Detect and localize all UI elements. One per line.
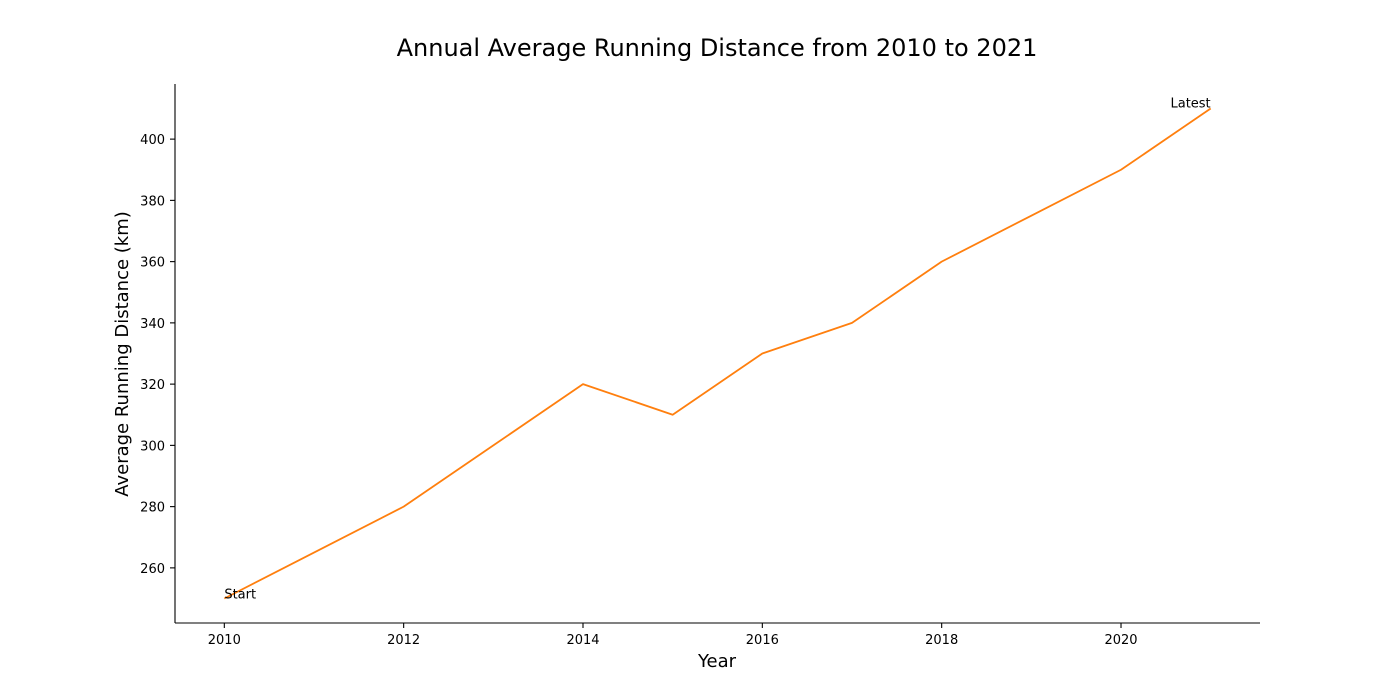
y-tick-label: 360 [140,256,165,271]
annotation-start: Start [224,588,256,603]
axis-ticks: 2010 2012 2014 2016 2018 2020 260 280 300 320 340 3… [140,133,1137,648]
chart-title: Annual Average Running Distance from 201… [397,34,1038,62]
y-tick-label: 340 [140,317,165,332]
y-tick-label: 280 [140,501,165,516]
x-axis-label: Year [697,651,737,672]
y-tick-label: 260 [140,562,165,577]
y-axis-label: Average Running Distance (km) [112,211,133,497]
annotation-latest: Latest [1170,97,1210,112]
x-tick-label: 2020 [1104,633,1137,648]
y-tick-label: 400 [140,133,165,148]
annotations: Start Latest [224,97,1210,603]
y-tick-label: 320 [140,378,165,393]
x-tick-label: 2018 [925,633,958,648]
x-tick-label: 2016 [746,633,779,648]
x-tick-label: 2010 [208,633,241,648]
series-line [223,107,1212,600]
series-group [223,107,1212,600]
x-tick-label: 2012 [387,633,420,648]
y-tick-label: 300 [140,439,165,454]
x-tick-label: 2014 [566,633,599,648]
y-tick-label: 380 [140,194,165,209]
